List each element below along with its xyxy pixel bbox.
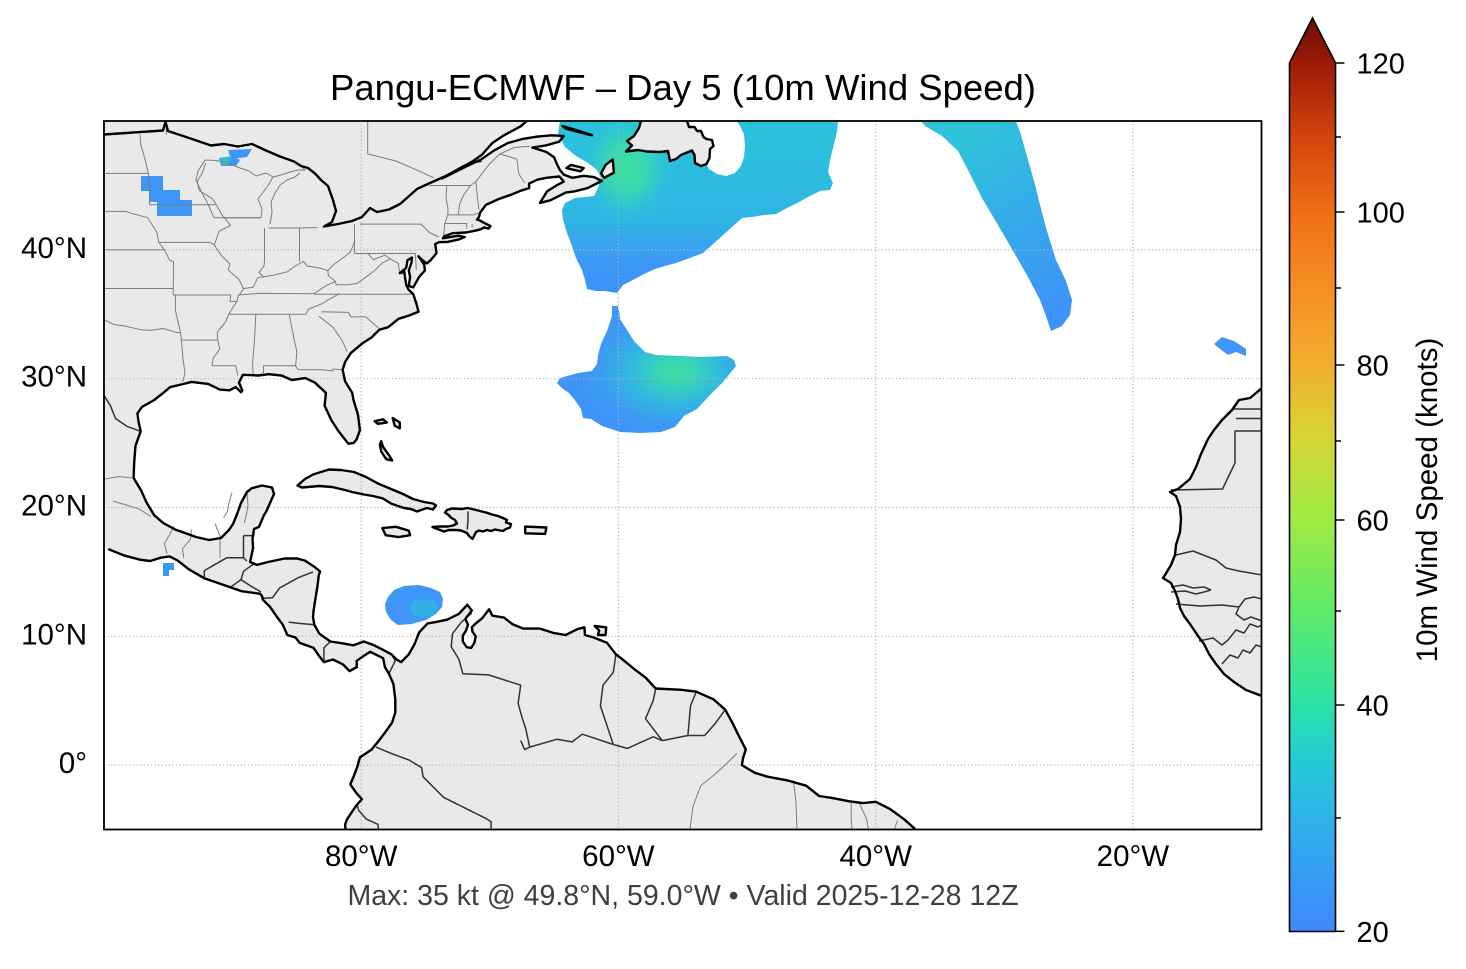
svg-text:100: 100 [1357, 198, 1405, 230]
svg-text:10m Wind Speed (knots): 10m Wind Speed (knots) [1411, 338, 1444, 663]
svg-text:10°N: 10°N [21, 618, 87, 651]
svg-text:20°W: 20°W [1097, 840, 1170, 873]
svg-text:60°W: 60°W [582, 840, 655, 873]
svg-text:40: 40 [1357, 691, 1389, 723]
svg-text:60: 60 [1357, 506, 1389, 538]
svg-text:80°W: 80°W [325, 840, 398, 873]
svg-text:20°N: 20°N [21, 490, 87, 523]
svg-text:Max: 35 kt @ 49.8°N, 59.0°W •: Max: 35 kt @ 49.8°N, 59.0°W • Valid 2025… [347, 880, 1018, 912]
svg-text:0°: 0° [59, 747, 87, 780]
svg-text:30°N: 30°N [21, 361, 87, 394]
svg-text:40°W: 40°W [839, 840, 912, 873]
svg-text:Pangu-ECMWF – Day 5 (10m Wind: Pangu-ECMWF – Day 5 (10m Wind Speed) [330, 67, 1036, 108]
svg-text:20: 20 [1357, 917, 1389, 949]
svg-text:40°N: 40°N [21, 232, 87, 265]
svg-text:120: 120 [1357, 49, 1405, 81]
svg-text:80: 80 [1357, 351, 1389, 383]
